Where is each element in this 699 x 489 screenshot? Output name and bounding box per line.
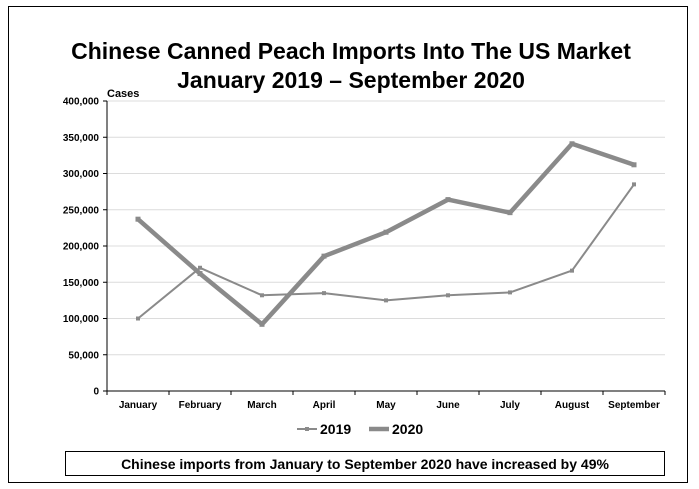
data-point-2020 (197, 271, 203, 277)
data-point-2019 (198, 265, 202, 270)
data-point-2020 (321, 253, 327, 259)
data-point-2020 (445, 197, 451, 203)
data-point-2019 (136, 316, 140, 321)
y-tick-label: 50,000 (68, 350, 99, 361)
series-lines (135, 141, 637, 327)
line-chart: Chinese Canned Peach Imports Into The US… (63, 38, 666, 437)
y-axis-label: Cases (107, 88, 139, 100)
data-point-2020 (259, 321, 265, 327)
y-tick-label: 0 (93, 387, 99, 398)
y-tick-label: 150,000 (63, 278, 100, 289)
x-tick-label: March (247, 400, 276, 411)
x-tick-label: April (313, 400, 336, 411)
legend: 2019 2020 (297, 421, 423, 437)
data-point-2020 (135, 216, 141, 222)
chart-frame: Chinese Canned Peach Imports Into The US… (8, 6, 688, 483)
x-tick-label: June (436, 400, 460, 411)
x-tick-label: May (376, 400, 396, 411)
data-point-2020 (569, 141, 575, 147)
x-tick-label: September (608, 400, 660, 411)
data-point-2019 (322, 291, 326, 296)
summary-note: Chinese imports from January to Septembe… (65, 451, 665, 476)
axes (103, 100, 666, 395)
data-point-2019 (446, 293, 450, 298)
x-tick-labels: January February March April May June July Augu… (119, 400, 660, 411)
data-point-2019 (632, 182, 636, 187)
gridlines (107, 100, 665, 356)
x-tick-label: August (555, 400, 590, 411)
legend-marker-2019 (305, 427, 309, 431)
x-tick-label: July (500, 400, 520, 411)
x-tick-label: January (119, 400, 158, 411)
chart-title-line-2: January 2019 – September 2020 (177, 67, 525, 93)
data-point-2019 (570, 268, 574, 273)
y-tick-labels: 0 50,000 100,000 150,000 200,000 250,000 300,0… (63, 97, 100, 398)
y-tick-label: 200,000 (63, 242, 100, 253)
y-tick-label: 300,000 (63, 169, 100, 180)
y-tick-label: 350,000 (63, 133, 100, 144)
data-point-2020 (631, 162, 637, 168)
y-tick-label: 400,000 (63, 97, 100, 108)
data-point-2019 (384, 298, 388, 303)
data-point-2020 (507, 210, 513, 216)
x-tick-label: February (179, 400, 222, 411)
legend-label-2020: 2020 (392, 421, 423, 437)
y-tick-label: 250,000 (63, 205, 100, 216)
data-point-2019 (260, 293, 264, 298)
data-point-2019 (508, 290, 512, 295)
y-tick-label: 100,000 (63, 314, 100, 325)
chart-title-line-1: Chinese Canned Peach Imports Into The US… (71, 38, 631, 64)
data-point-2020 (383, 229, 389, 235)
legend-label-2019: 2019 (320, 421, 351, 437)
